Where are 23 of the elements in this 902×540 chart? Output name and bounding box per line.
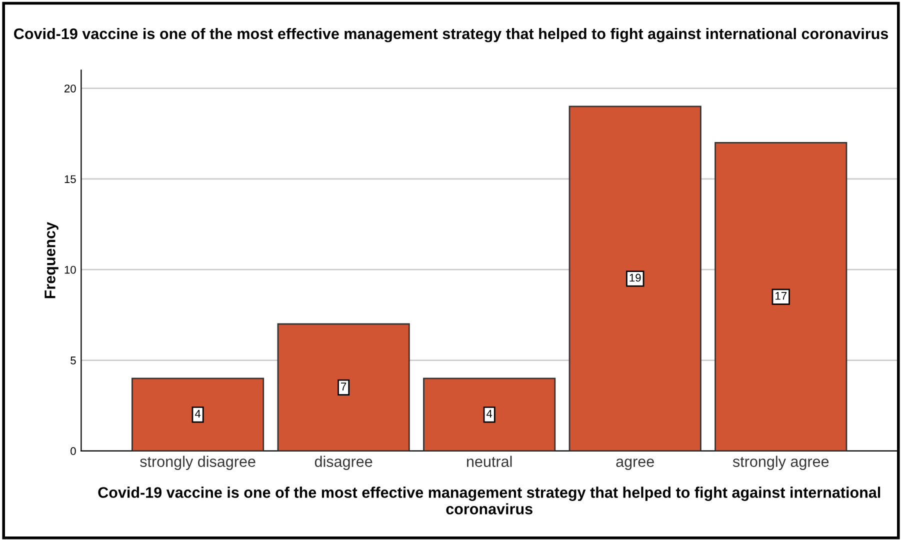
bar [714,142,848,451]
chart-title: Covid-19 vaccine is one of the most effective management strategy that helped to fight against international coronavirus [14,28,888,42]
data-label: 4 [486,410,492,418]
y-tick-label: 10 [64,266,76,274]
data-label: 19 [630,274,641,282]
x-tick-label: disagree [314,456,372,470]
y-tick-label: 15 [64,175,76,184]
x-axis-title: Covid-19 vaccine is one of the most effective management strategy that helped to fight against international coronavirus [98,486,880,514]
x-tick-label: neutral [466,456,512,467]
bar [277,323,410,451]
bar [423,378,556,451]
x-tick-label: strongly disagree [140,456,256,470]
y-axis-title: Frequency [44,222,58,298]
bar [568,106,702,451]
y-tick-label: 5 [70,356,76,364]
data-label: 7 [341,382,346,390]
data-label: 4 [194,410,201,418]
x-tick-label: strongly agree [732,456,829,470]
y-tick-label: 20 [64,84,76,92]
x-tick-label: agree [616,458,654,470]
data-label: 17 [776,292,786,300]
bar [132,378,264,451]
y-tick-label: 0 [70,447,76,456]
